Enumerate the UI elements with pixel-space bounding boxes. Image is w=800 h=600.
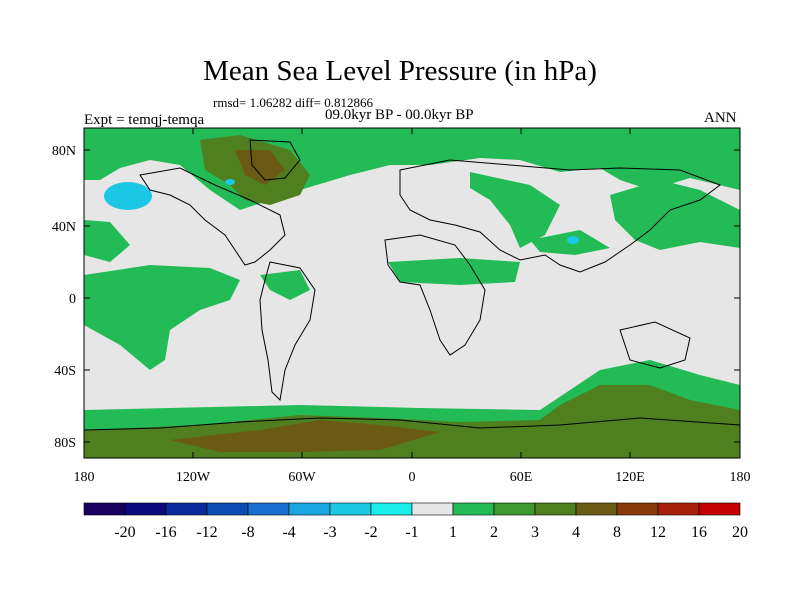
colorbar-swatch	[698, 502, 741, 516]
coast-africa	[384, 234, 486, 356]
colorbar-swatch	[575, 502, 618, 516]
colorbar-label: -12	[196, 524, 217, 541]
colorbar-label: 1	[449, 524, 457, 541]
contour-tibet-negative	[567, 236, 579, 244]
lat-tick-label: 40N	[52, 220, 76, 235]
colorbar-swatch	[534, 502, 577, 516]
contour-tropical-pacific	[84, 265, 240, 370]
colorbar-label: 16	[691, 524, 707, 541]
lon-tick-label: 180	[74, 470, 95, 485]
lon-tick-label: 180	[730, 470, 751, 485]
contour-atlantic	[260, 270, 310, 300]
experiment-label: Expt = temqj-temqa	[84, 112, 205, 128]
colorbar-swatch	[83, 502, 126, 516]
colorbar: -20 -16 -12 -8 -4 -3 -2 -1 1 2 3 4 8 12 16 20	[83, 502, 748, 541]
colorbar-label: -8	[241, 524, 254, 541]
lat-tick-label: 80S	[54, 436, 76, 451]
lat-tick-label: 0	[69, 292, 76, 307]
lat-tick-label: 40S	[54, 364, 76, 379]
colorbar-label: 20	[732, 524, 748, 541]
colorbar-swatch	[329, 502, 372, 516]
colorbar-swatch	[411, 502, 454, 516]
chart-title: Mean Sea Level Pressure (in hPa)	[203, 55, 597, 87]
colorbar-swatch	[288, 502, 331, 516]
contour-greenland-dark	[235, 150, 285, 185]
lon-tick-label: 60W	[288, 470, 316, 485]
coast-north-america	[139, 167, 286, 266]
colorbar-label: 4	[572, 524, 580, 541]
coast-antarctica	[84, 417, 740, 431]
colorbar-swatch	[616, 502, 659, 516]
colorbar-swatch	[370, 502, 413, 516]
contour-arctic-negative	[225, 179, 235, 185]
colorbar-label: -3	[323, 524, 336, 541]
colorbar-swatch	[247, 502, 290, 516]
colorbar-label: -20	[114, 524, 135, 541]
contour-eurasia	[470, 172, 560, 248]
season-label: ANN	[704, 110, 737, 126]
colorbar-label: -1	[405, 524, 418, 541]
colorbar-swatch	[452, 502, 495, 516]
colorbar-label: -4	[282, 524, 295, 541]
contour-fields	[84, 128, 740, 458]
contour-east-asia	[610, 180, 740, 250]
colorbar-label: 2	[490, 524, 498, 541]
contour-antarctic-dark	[170, 420, 440, 452]
contour-north-pacific	[84, 220, 130, 262]
colorbar-label: 8	[613, 524, 621, 541]
coast-greenland	[249, 139, 301, 181]
contour-sahara	[388, 258, 520, 285]
colorbar-swatch	[657, 502, 700, 516]
coastlines	[84, 139, 740, 431]
coast-eurasia	[399, 159, 722, 273]
lat-tick-label: 80N	[52, 144, 76, 159]
contour-alaska-negative	[104, 182, 152, 210]
axis-ticks: 80N 40N 0 40S 80S 180 120W 60W 0 60E 120E 180	[52, 128, 751, 485]
colorbar-label: 12	[650, 524, 666, 541]
coast-south-america	[259, 261, 316, 402]
colorbar-label: -2	[364, 524, 377, 541]
colorbar-label: 3	[531, 524, 539, 541]
lon-tick-label: 120W	[176, 470, 211, 485]
colorbar-label: -16	[155, 524, 176, 541]
lon-tick-label: 60E	[510, 470, 533, 485]
colorbar-swatch	[165, 502, 208, 516]
lon-tick-label: 0	[409, 470, 416, 485]
colorbar-swatch	[493, 502, 536, 516]
lon-tick-label: 120E	[615, 470, 645, 485]
colorbar-swatch	[206, 502, 249, 516]
stats-text: rmsd= 1.06282 diff= 0.812866	[213, 95, 373, 110]
colorbar-swatch	[124, 502, 167, 516]
period-text: 09.0kyr BP - 00.0kyr BP	[325, 107, 474, 123]
coast-australia	[619, 321, 691, 369]
